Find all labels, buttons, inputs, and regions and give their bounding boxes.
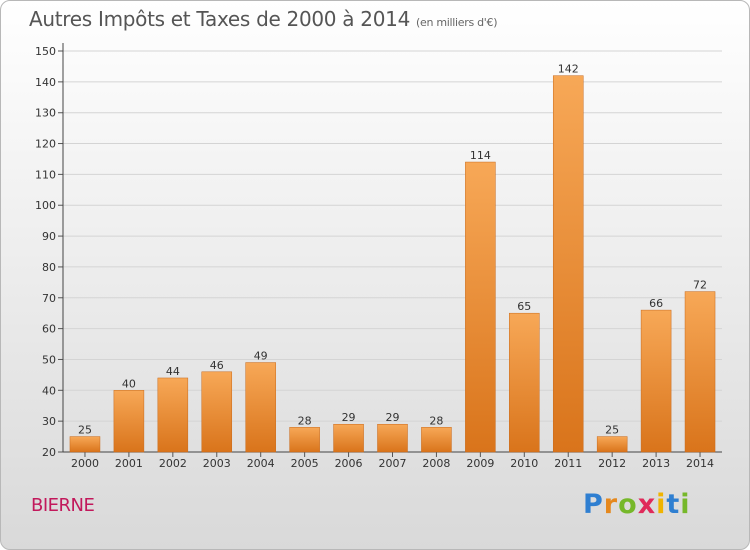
- logo-letter: P: [583, 489, 604, 520]
- bar-value-label: 25: [78, 424, 92, 437]
- bar: [333, 423, 364, 453]
- y-tick-label: 60: [42, 323, 56, 336]
- x-tick-label: 2013: [642, 457, 670, 470]
- proxiti-logo[interactable]: Proxiti: [583, 489, 691, 520]
- bar: [113, 390, 145, 453]
- y-tick-label: 130: [35, 107, 56, 120]
- x-tick-label: 2005: [291, 457, 319, 470]
- chart-subtitle: (en milliers d'€): [416, 16, 498, 29]
- bar: [596, 436, 628, 453]
- bar-value-label: 114: [470, 149, 491, 162]
- y-tick-label: 110: [35, 168, 56, 181]
- bar: [245, 362, 276, 453]
- bar: [157, 377, 189, 453]
- x-tick-label: 2001: [115, 457, 143, 470]
- bar-value-label: 46: [210, 359, 224, 372]
- x-tick-label: 2003: [203, 457, 231, 470]
- y-tick-label: 90: [42, 230, 56, 243]
- bar: [552, 75, 584, 453]
- bar: [509, 312, 540, 453]
- bar-value-label: 44: [166, 365, 180, 378]
- y-tick-label: 80: [42, 261, 56, 274]
- bar-value-label: 72: [693, 279, 707, 292]
- bar: [684, 291, 716, 453]
- y-tick-label: 100: [35, 199, 56, 212]
- bar: [421, 427, 452, 453]
- x-tick-label: 2008: [422, 457, 450, 470]
- x-tick-label: 2011: [554, 457, 582, 470]
- x-tick-label: 2009: [466, 457, 494, 470]
- bar-value-label: 28: [429, 414, 443, 427]
- y-tick-label: 140: [35, 76, 56, 89]
- logo-letter: i: [680, 489, 691, 520]
- y-tick-label: 20: [42, 446, 56, 459]
- bar-value-label: 25: [605, 424, 619, 437]
- x-tick-label: 2000: [71, 457, 99, 470]
- bar: [465, 161, 496, 453]
- y-tick-label: 40: [42, 384, 56, 397]
- logo-letter: r: [603, 489, 619, 520]
- x-tick-label: 2012: [598, 457, 626, 470]
- bar-value-label: 29: [386, 411, 400, 424]
- bar: [201, 371, 233, 453]
- bar-value-label: 65: [517, 300, 531, 313]
- bar-value-label: 29: [342, 411, 356, 424]
- bar: [377, 423, 408, 453]
- x-tick-label: 2004: [247, 457, 275, 470]
- y-tick-label: 50: [42, 353, 56, 366]
- bar-value-label: 66: [649, 297, 663, 310]
- bar-chart: 20 30 40 50 60 70 80 90 100 110 120 130 140 150 25 2000…: [35, 43, 722, 470]
- logo-letter: o: [618, 489, 638, 520]
- chart-title-text: Autres Impôts et Taxes de 2000 à 2014: [29, 7, 410, 31]
- x-tick-label: 2006: [335, 457, 363, 470]
- place-name: BIERNE: [31, 495, 95, 516]
- y-tick-label: 70: [42, 292, 56, 305]
- bar: [69, 436, 101, 453]
- x-tick-label: 2010: [510, 457, 538, 470]
- x-tick-label: 2007: [379, 457, 407, 470]
- bar-value-label: 28: [298, 414, 312, 427]
- logo-letter: i: [656, 489, 667, 520]
- bar-value-label: 142: [558, 63, 579, 76]
- x-tick-label: 2014: [686, 457, 714, 470]
- bar: [640, 309, 672, 453]
- logo-letter: t: [666, 489, 681, 520]
- y-tick-label: 30: [42, 415, 56, 428]
- bar: [289, 427, 320, 453]
- chart-title: Autres Impôts et Taxes de 2000 à 2014 (en…: [29, 7, 497, 31]
- x-tick-label: 2002: [159, 457, 187, 470]
- y-tick-label: 150: [35, 45, 56, 58]
- y-tick-label: 120: [35, 138, 56, 151]
- bar-value-label: 40: [122, 377, 136, 390]
- logo-letter: x: [637, 489, 657, 520]
- bar-value-label: 49: [254, 350, 268, 363]
- bars: [69, 75, 716, 453]
- labels: 20 30 40 50 60 70 80 90 100 110 120 130 140 150 25 2000…: [35, 45, 714, 470]
